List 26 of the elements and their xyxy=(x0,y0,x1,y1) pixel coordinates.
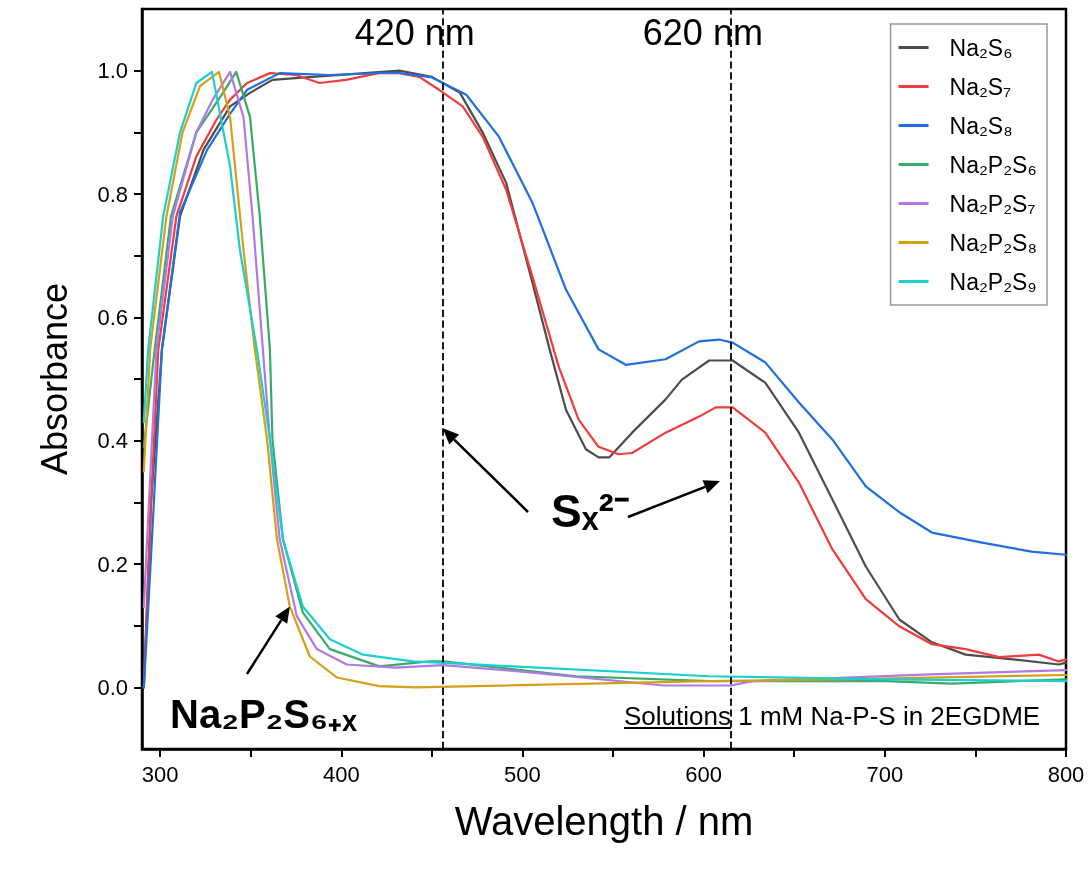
y-tick-label: 0.4 xyxy=(97,428,128,454)
ref-line-label: 620 nm xyxy=(642,12,763,54)
x-tick-label: 600 xyxy=(685,761,723,787)
legend-label: Na₂S₈ xyxy=(949,112,1013,139)
x-tick-label: 700 xyxy=(866,761,904,787)
legend-label: Na₂S₇ xyxy=(949,73,1012,100)
y-axis-title: Absorbance xyxy=(33,282,75,476)
annotation: Sₓ²⁻ xyxy=(551,484,630,539)
x-tick-label: 800 xyxy=(1047,761,1085,787)
legend-label: Na₂P₂S₉ xyxy=(949,268,1037,295)
y-tick-label: 0.6 xyxy=(97,304,128,330)
legend-label: Na₂P₂S₆ xyxy=(949,151,1037,178)
x-tick-label: 500 xyxy=(504,761,541,787)
annotation: Solutions 1 mM Na-P-S in 2EGDME xyxy=(624,701,1041,732)
legend-label: Na₂P₂S₇ xyxy=(949,190,1036,217)
y-tick-label: 0.2 xyxy=(97,551,128,577)
ref-line-label: 420 nm xyxy=(354,12,475,54)
x-tick-label: 400 xyxy=(322,761,360,787)
x-axis-title: Wavelength / nm xyxy=(454,799,754,843)
legend-label: Na₂S₆ xyxy=(949,34,1013,61)
y-tick-label: 0.0 xyxy=(97,674,128,700)
legend-label: Na₂P₂S₈ xyxy=(949,229,1038,256)
y-tick-label: 0.8 xyxy=(97,181,128,207)
annotation: Na₂P₂S₆₊ₓ xyxy=(170,691,357,738)
x-tick-label: 300 xyxy=(141,761,179,787)
y-tick-label: 1.0 xyxy=(97,58,128,84)
